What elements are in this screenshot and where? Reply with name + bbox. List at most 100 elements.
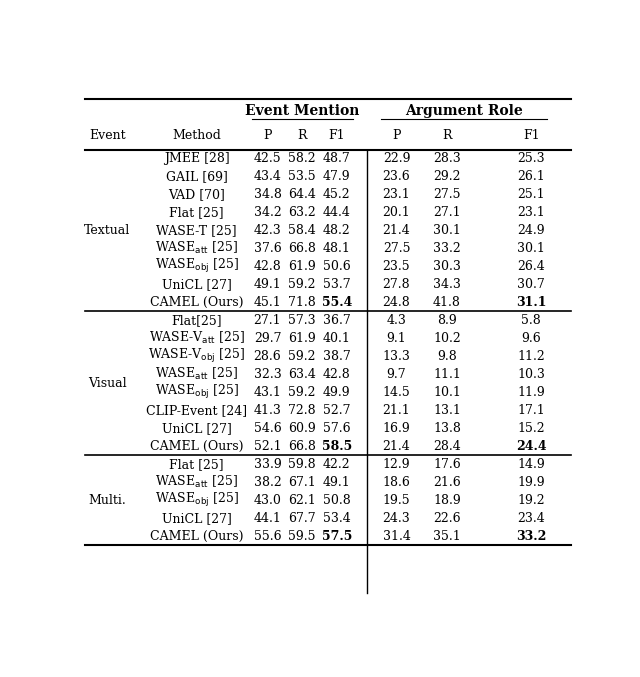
- Text: 13.8: 13.8: [433, 422, 461, 435]
- Text: 64.4: 64.4: [288, 188, 316, 201]
- Text: 63.2: 63.2: [289, 206, 316, 219]
- Text: 61.9: 61.9: [289, 332, 316, 345]
- Text: 11.2: 11.2: [518, 350, 545, 363]
- Text: 42.5: 42.5: [253, 152, 282, 165]
- Text: 28.4: 28.4: [433, 440, 461, 453]
- Text: 14.9: 14.9: [518, 458, 545, 471]
- Text: 14.5: 14.5: [383, 386, 410, 399]
- Text: 42.8: 42.8: [253, 260, 282, 273]
- Text: 27.1: 27.1: [433, 206, 461, 219]
- Text: 19.9: 19.9: [518, 476, 545, 489]
- Text: 42.8: 42.8: [323, 368, 351, 381]
- Text: WASE$_{\mathrm{obj}}$ [25]: WASE$_{\mathrm{obj}}$ [25]: [155, 492, 239, 509]
- Text: 30.3: 30.3: [433, 260, 461, 273]
- Text: 41.3: 41.3: [253, 403, 282, 417]
- Text: Flat [25]: Flat [25]: [169, 206, 224, 219]
- Text: CAMEL (Ours): CAMEL (Ours): [150, 529, 243, 543]
- Text: 41.8: 41.8: [433, 296, 461, 309]
- Text: 44.4: 44.4: [323, 206, 351, 219]
- Text: 40.1: 40.1: [323, 332, 351, 345]
- Text: 10.2: 10.2: [433, 332, 461, 345]
- Text: VAD [70]: VAD [70]: [168, 188, 225, 201]
- Text: CLIP-Event [24]: CLIP-Event [24]: [146, 403, 247, 417]
- Text: 30.7: 30.7: [518, 278, 545, 291]
- Text: 29.2: 29.2: [433, 170, 461, 183]
- Text: 42.3: 42.3: [253, 224, 282, 237]
- Text: 62.1: 62.1: [289, 494, 316, 506]
- Text: 12.9: 12.9: [383, 458, 410, 471]
- Text: 57.3: 57.3: [289, 314, 316, 327]
- Text: 59.2: 59.2: [289, 386, 316, 399]
- Text: 58.4: 58.4: [289, 224, 316, 237]
- Text: WASE$_{\mathrm{att}}$ [25]: WASE$_{\mathrm{att}}$ [25]: [155, 240, 238, 257]
- Text: 59.5: 59.5: [289, 529, 316, 543]
- Text: 21.6: 21.6: [433, 476, 461, 489]
- Text: 43.0: 43.0: [253, 494, 282, 506]
- Text: 9.6: 9.6: [522, 332, 541, 345]
- Text: 23.6: 23.6: [383, 170, 410, 183]
- Text: 43.1: 43.1: [253, 386, 282, 399]
- Text: 72.8: 72.8: [289, 403, 316, 417]
- Text: 37.6: 37.6: [253, 242, 282, 255]
- Text: Event Mention: Event Mention: [245, 104, 360, 118]
- Text: 17.6: 17.6: [433, 458, 461, 471]
- Text: 50.8: 50.8: [323, 494, 351, 506]
- Text: CAMEL (Ours): CAMEL (Ours): [150, 440, 243, 453]
- Text: R: R: [298, 129, 307, 142]
- Text: 23.5: 23.5: [383, 260, 410, 273]
- Text: 4.3: 4.3: [387, 314, 406, 327]
- Text: 27.5: 27.5: [433, 188, 461, 201]
- Text: 23.1: 23.1: [518, 206, 545, 219]
- Text: 24.8: 24.8: [383, 296, 410, 309]
- Text: 27.5: 27.5: [383, 242, 410, 255]
- Text: 19.2: 19.2: [518, 494, 545, 506]
- Text: 33.9: 33.9: [253, 458, 282, 471]
- Text: 55.6: 55.6: [253, 529, 282, 543]
- Text: 33.2: 33.2: [516, 529, 547, 543]
- Text: 18.6: 18.6: [383, 476, 410, 489]
- Text: 49.9: 49.9: [323, 386, 351, 399]
- Text: Visual: Visual: [88, 377, 127, 390]
- Text: P: P: [392, 129, 401, 142]
- Text: 71.8: 71.8: [289, 296, 316, 309]
- Text: Event: Event: [89, 129, 125, 142]
- Text: 52.1: 52.1: [253, 440, 282, 453]
- Text: WASE-V$_{\mathrm{obj}}$ [25]: WASE-V$_{\mathrm{obj}}$ [25]: [148, 347, 245, 366]
- Text: 9.7: 9.7: [387, 368, 406, 381]
- Text: 30.1: 30.1: [433, 224, 461, 237]
- Text: 53.7: 53.7: [323, 278, 351, 291]
- Text: R: R: [442, 129, 452, 142]
- Text: 5.8: 5.8: [522, 314, 541, 327]
- Text: 34.8: 34.8: [253, 188, 282, 201]
- Text: 63.4: 63.4: [288, 368, 316, 381]
- Text: 53.4: 53.4: [323, 512, 351, 525]
- Text: 36.7: 36.7: [323, 314, 351, 327]
- Text: CAMEL (Ours): CAMEL (Ours): [150, 296, 243, 309]
- Text: WASE-T [25]: WASE-T [25]: [156, 224, 237, 237]
- Text: 22.6: 22.6: [433, 512, 461, 525]
- Text: UniCL [27]: UniCL [27]: [162, 512, 232, 525]
- Text: 23.4: 23.4: [518, 512, 545, 525]
- Text: F1: F1: [328, 129, 345, 142]
- Text: 59.2: 59.2: [289, 278, 316, 291]
- Text: 21.4: 21.4: [383, 224, 410, 237]
- Text: 42.2: 42.2: [323, 458, 351, 471]
- Text: 59.8: 59.8: [289, 458, 316, 471]
- Text: 24.3: 24.3: [383, 512, 410, 525]
- Text: WASE$_{\mathrm{obj}}$ [25]: WASE$_{\mathrm{obj}}$ [25]: [155, 257, 239, 276]
- Text: 53.5: 53.5: [289, 170, 316, 183]
- Text: 45.2: 45.2: [323, 188, 351, 201]
- Text: 8.9: 8.9: [437, 314, 457, 327]
- Text: WASE$_{\mathrm{att}}$ [25]: WASE$_{\mathrm{att}}$ [25]: [155, 366, 238, 383]
- Text: 38.2: 38.2: [253, 476, 282, 489]
- Text: 32.3: 32.3: [253, 368, 282, 381]
- Text: 13.1: 13.1: [433, 403, 461, 417]
- Text: 58.2: 58.2: [289, 152, 316, 165]
- Text: 26.1: 26.1: [518, 170, 545, 183]
- Text: 28.6: 28.6: [253, 350, 282, 363]
- Text: Method: Method: [172, 129, 221, 142]
- Text: 13.3: 13.3: [383, 350, 410, 363]
- Text: 18.9: 18.9: [433, 494, 461, 506]
- Text: 67.7: 67.7: [289, 512, 316, 525]
- Text: 47.9: 47.9: [323, 170, 351, 183]
